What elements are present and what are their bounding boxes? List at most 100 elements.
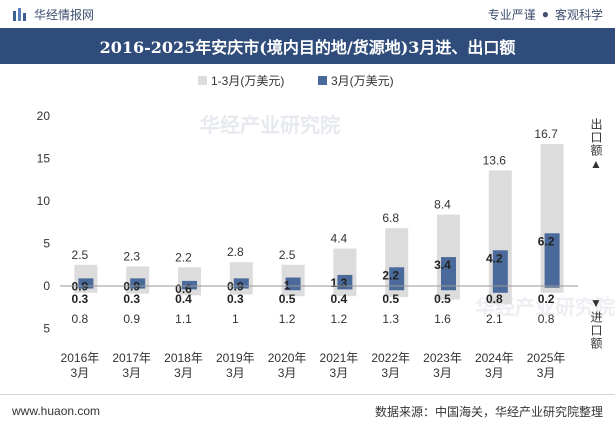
import-cumulative-bar bbox=[540, 286, 564, 293]
huajing-logo-icon bbox=[13, 8, 26, 21]
import-cumulative-label: 1 bbox=[232, 312, 239, 326]
import-cumulative-bar bbox=[126, 286, 150, 294]
export-month-bar bbox=[337, 274, 353, 286]
x-tick-label-year: 2017年 bbox=[112, 351, 151, 365]
import-month-label: 0.4 bbox=[331, 292, 348, 306]
import-cumulative-label: 2.1 bbox=[486, 312, 503, 326]
import-month-bar bbox=[285, 286, 301, 291]
x-tick-label-month: 3月 bbox=[226, 366, 245, 380]
x-tick-label-month: 3月 bbox=[330, 366, 349, 380]
export-cumulative-label: 13.6 bbox=[483, 153, 507, 167]
export-cumulative-label: 16.7 bbox=[534, 127, 558, 141]
import-month-bar bbox=[182, 286, 197, 290]
x-tick-label-month: 3月 bbox=[537, 366, 556, 380]
import-month-label: 0.5 bbox=[279, 292, 296, 306]
import-cumulative-label: 1.3 bbox=[382, 312, 399, 326]
import-month-bar bbox=[130, 286, 146, 289]
export-cumulative-label: 2.5 bbox=[72, 248, 89, 262]
import-cumulative-label: 0.9 bbox=[123, 312, 140, 326]
data-source: 数据来源：中国海关，华经产业研究院整理 bbox=[374, 404, 603, 419]
y-tick-label: 15 bbox=[37, 152, 51, 166]
import-cumulative-bar bbox=[333, 286, 357, 297]
import-month-label: 0.8 bbox=[486, 292, 503, 306]
export-axis-label: 出口额▲ bbox=[589, 118, 603, 172]
legend-label-cumulative: 1-3月(万美元) bbox=[211, 74, 284, 88]
export-cumulative-label: 2.2 bbox=[175, 250, 192, 264]
x-tick-label-year: 2018年 bbox=[164, 351, 203, 365]
export-month-label: 6.2 bbox=[538, 234, 555, 248]
export-month-label: 1.3 bbox=[331, 276, 348, 290]
import-cumulative-label: 0.8 bbox=[538, 312, 555, 326]
export-month-label: 2.2 bbox=[382, 268, 399, 282]
export-month-label: 0.6 bbox=[175, 282, 192, 296]
export-month-bar bbox=[285, 277, 301, 286]
y-tick-label: 5 bbox=[43, 322, 50, 336]
brand: 华经情报网 bbox=[12, 6, 94, 23]
x-tick-label-year: 2021年 bbox=[320, 351, 359, 365]
import-cumulative-bar bbox=[229, 286, 253, 295]
top-bar: 华经情报网 专业严谨 ● 客观科学 bbox=[0, 0, 615, 28]
watermark-text: 华经产业研究院 bbox=[200, 113, 340, 137]
export-month-label: 3.4 bbox=[434, 258, 451, 272]
import-axis-label: ▼进口额 bbox=[589, 296, 603, 350]
import-month-bar bbox=[337, 286, 353, 290]
export-month-label: 4.2 bbox=[486, 251, 503, 265]
import-month-label: 0.2 bbox=[538, 292, 555, 306]
export-cumulative-label: 2.3 bbox=[123, 249, 140, 263]
import-month-bar bbox=[78, 286, 94, 289]
export-cumulative-label: 2.5 bbox=[279, 248, 296, 262]
import-month-label: 0.5 bbox=[382, 292, 399, 306]
import-cumulative-bar bbox=[74, 286, 98, 293]
website-url[interactable]: www.huaon.com bbox=[12, 404, 101, 418]
x-tick-label-year: 2016年 bbox=[61, 351, 100, 365]
x-tick-label-year: 2025年 bbox=[527, 351, 566, 365]
y-tick-label: 0 bbox=[43, 279, 50, 293]
import-month-bar bbox=[441, 286, 456, 291]
export-cumulative-label: 4.4 bbox=[331, 232, 348, 246]
export-month-bar bbox=[78, 278, 94, 286]
import-month-label: 0.5 bbox=[434, 292, 451, 306]
import-month-bar bbox=[233, 286, 249, 289]
export-cumulative-label: 2.8 bbox=[227, 245, 244, 259]
x-tick-label-month: 3月 bbox=[433, 366, 452, 380]
tag-objective: 客观科学 bbox=[554, 7, 603, 22]
export-month-bar bbox=[441, 257, 456, 286]
import-cumulative-label: 1.6 bbox=[434, 312, 451, 326]
import-month-label: 0.4 bbox=[175, 292, 192, 306]
legend-swatch-cumulative bbox=[198, 76, 207, 85]
import-month-bar bbox=[544, 286, 560, 288]
import-month-label: 0.3 bbox=[123, 292, 140, 306]
x-tick-label-year: 2024年 bbox=[475, 351, 514, 365]
x-tick-label-year: 2022年 bbox=[371, 351, 410, 365]
export-month-bar bbox=[544, 233, 560, 286]
import-cumulative-label: 1.2 bbox=[331, 312, 348, 326]
export-cumulative-label: 8.4 bbox=[434, 198, 451, 212]
export-month-bar bbox=[182, 280, 197, 286]
footer: www.huaon.com 数据来源：中国海关，华经产业研究院整理 bbox=[0, 394, 615, 427]
legend-swatch-month bbox=[318, 76, 327, 85]
import-cumulative-bar bbox=[178, 286, 201, 296]
import-month-label: 0.3 bbox=[72, 292, 89, 306]
export-month-bar bbox=[130, 278, 146, 286]
x-tick-label-month: 3月 bbox=[381, 366, 400, 380]
x-tick-label-month: 3月 bbox=[278, 366, 297, 380]
y-tick-label: 10 bbox=[37, 194, 51, 208]
x-tick-label-month: 3月 bbox=[71, 366, 90, 380]
tag-professional: 专业严谨 bbox=[487, 7, 536, 22]
export-cumulative-label: 6.8 bbox=[382, 211, 399, 225]
export-month-bar bbox=[492, 250, 508, 286]
import-month-label: 0.3 bbox=[227, 292, 244, 306]
import-cumulative-label: 1.2 bbox=[279, 312, 296, 326]
x-tick-label-month: 3月 bbox=[485, 366, 504, 380]
x-tick-label-year: 2019年 bbox=[216, 351, 255, 365]
x-tick-label-month: 3月 bbox=[174, 366, 193, 380]
x-tick-label-month: 3月 bbox=[122, 366, 141, 380]
import-month-bar bbox=[389, 286, 405, 291]
tagline: 专业严谨 ● 客观科学 bbox=[488, 6, 603, 23]
import-cumulative-label: 1.1 bbox=[175, 312, 192, 326]
import-cumulative-label: 0.8 bbox=[72, 312, 89, 326]
legend-label-month: 3月(万美元) bbox=[331, 74, 394, 88]
x-tick-label-year: 2020年 bbox=[268, 351, 307, 365]
export-month-bar bbox=[233, 278, 249, 286]
brand-name: 华经情报网 bbox=[34, 7, 95, 22]
